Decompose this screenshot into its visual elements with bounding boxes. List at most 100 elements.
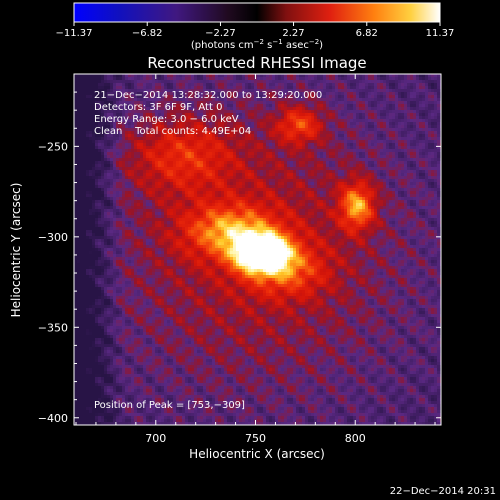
heatmap-cell [377, 164, 380, 167]
heatmap-cell [140, 176, 143, 179]
heatmap-cell [380, 179, 383, 182]
heatmap-cell [317, 101, 320, 104]
heatmap-cell [197, 179, 200, 182]
heatmap-cell [329, 128, 332, 131]
heatmap-cell [269, 119, 272, 122]
heatmap-cell [422, 113, 425, 116]
heatmap-cell [326, 77, 329, 80]
heatmap-cell [161, 77, 164, 80]
heatmap-cell [251, 113, 254, 116]
heatmap-cell [416, 116, 419, 119]
heatmap-cell [281, 149, 284, 152]
heatmap-cell [158, 179, 161, 182]
heatmap-cell [203, 134, 206, 137]
heatmap-cell [413, 101, 416, 104]
heatmap-cell [281, 74, 284, 77]
heatmap-cell [296, 152, 299, 155]
heatmap-cell [116, 188, 119, 191]
heatmap-cell [398, 110, 401, 113]
heatmap-cell [254, 149, 257, 152]
heatmap-cell [347, 182, 350, 185]
heatmap-cell [281, 122, 284, 125]
heatmap-cell [149, 104, 152, 107]
heatmap-cell [209, 101, 212, 104]
heatmap-cell [173, 92, 176, 95]
heatmap-cell [248, 131, 251, 134]
heatmap-cell [179, 194, 182, 197]
heatmap-cell [110, 95, 113, 98]
heatmap-cell [230, 119, 233, 122]
heatmap-cell [293, 89, 296, 92]
heatmap-cell [224, 116, 227, 119]
heatmap-cell [242, 167, 245, 170]
colorbar-tick-label: 11.37 [426, 28, 455, 39]
heatmap-cell [191, 152, 194, 155]
heatmap-cell [290, 176, 293, 179]
heatmap-cell [389, 167, 392, 170]
heatmap-cell [179, 152, 182, 155]
heatmap-cell [356, 77, 359, 80]
heatmap-cell [137, 107, 140, 110]
heatmap-cell [149, 131, 152, 134]
heatmap-cell [359, 191, 362, 194]
heatmap-cell [122, 128, 125, 131]
heatmap-cell [341, 164, 344, 167]
heatmap-cell [251, 158, 254, 161]
heatmap-cell [362, 161, 365, 164]
heatmap-cell [245, 179, 248, 182]
heatmap-cell [86, 194, 89, 197]
heatmap-cell [347, 170, 350, 173]
heatmap-cell [209, 125, 212, 128]
heatmap-cell [395, 122, 398, 125]
heatmap-cell [362, 131, 365, 134]
heatmap-cell [338, 95, 341, 98]
heatmap-cell [278, 140, 281, 143]
heatmap-cell [179, 164, 182, 167]
heatmap-cell [332, 89, 335, 92]
heatmap-cell [77, 140, 80, 143]
heatmap-cell [125, 80, 128, 83]
heatmap-cell [137, 104, 140, 107]
heatmap-cell [263, 188, 266, 191]
heatmap-cell [200, 140, 203, 143]
heatmap-cell [83, 128, 86, 131]
heatmap-cell [200, 155, 203, 158]
heatmap-cell [305, 131, 308, 134]
heatmap-cell [104, 182, 107, 185]
heatmap-cell [98, 143, 101, 146]
heatmap-cell [98, 146, 101, 149]
heatmap-cell [236, 179, 239, 182]
heatmap-cell [92, 104, 95, 107]
heatmap-cell [119, 128, 122, 131]
heatmap-cell [227, 191, 230, 194]
heatmap-cell [410, 185, 413, 188]
heatmap-cell [398, 158, 401, 161]
heatmap-cell [338, 77, 341, 80]
heatmap-cell [164, 179, 167, 182]
heatmap-cell [413, 161, 416, 164]
heatmap-cell [74, 134, 77, 137]
heatmap-cell [362, 128, 365, 131]
heatmap-cell [404, 89, 407, 92]
heatmap-cell [149, 101, 152, 104]
heatmap-cell [380, 128, 383, 131]
heatmap-cell [401, 173, 404, 176]
heatmap-cell [146, 116, 149, 119]
heatmap-cell [98, 98, 101, 101]
heatmap-cell [131, 173, 134, 176]
heatmap-cell [287, 170, 290, 173]
heatmap-cell [335, 116, 338, 119]
heatmap-cell [320, 137, 323, 140]
heatmap-cell [101, 92, 104, 95]
heatmap-cell [158, 143, 161, 146]
heatmap-cell [221, 188, 224, 191]
heatmap-cell [359, 161, 362, 164]
heatmap-cell [236, 137, 239, 140]
heatmap-cell [203, 143, 206, 146]
heatmap-cell [299, 77, 302, 80]
heatmap-cell [218, 176, 221, 179]
heatmap-cell [299, 83, 302, 86]
heatmap-cell [305, 107, 308, 110]
heatmap-cell [383, 137, 386, 140]
heatmap-cell [191, 89, 194, 92]
